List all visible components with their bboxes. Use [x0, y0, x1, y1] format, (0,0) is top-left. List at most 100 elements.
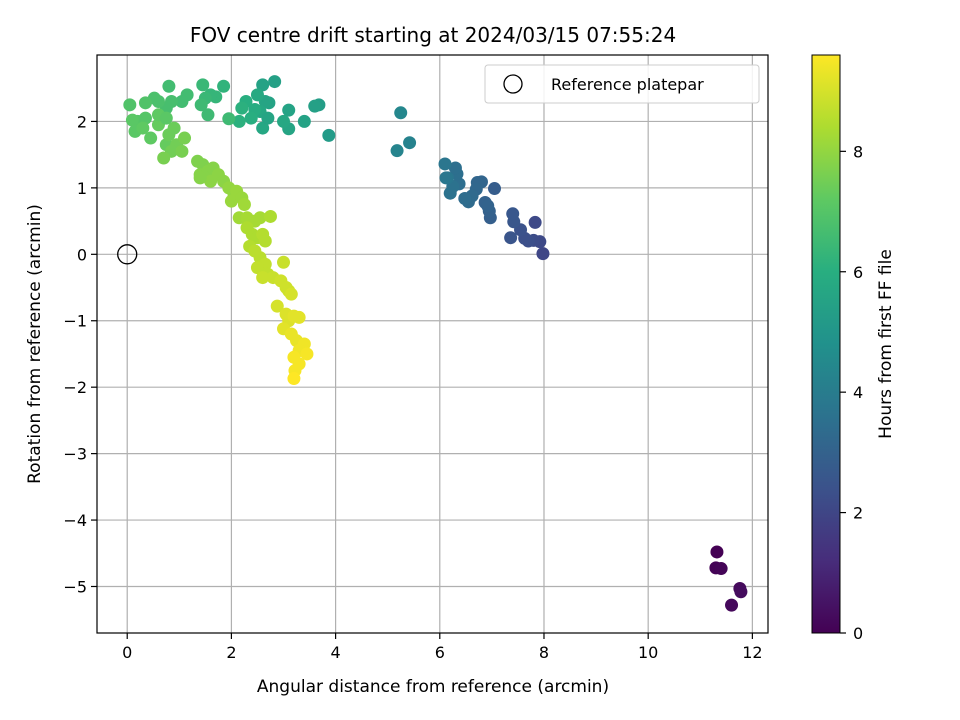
data-point [504, 231, 518, 245]
data-point [167, 121, 181, 135]
x-axis-label: Angular distance from reference (arcmin) [257, 677, 609, 697]
data-point [263, 209, 277, 223]
data-point [292, 310, 306, 324]
y-tick-label: −3 [63, 445, 87, 464]
data-point [194, 98, 208, 112]
data-point [297, 114, 311, 128]
data-point [224, 194, 238, 208]
data-point [250, 261, 264, 275]
data-point [270, 299, 284, 313]
y-axis: 2 1 0 −1 −2 −3 −4 −5 [63, 112, 97, 596]
data-point [277, 255, 291, 269]
data-points [117, 75, 748, 612]
data-point [201, 108, 215, 122]
data-point [250, 88, 264, 102]
data-point [196, 78, 210, 92]
reference-point-marker [117, 244, 138, 265]
data-point [136, 121, 150, 135]
data-point [125, 113, 139, 127]
x-axis: 0 2 4 6 8 10 12 [122, 633, 763, 662]
data-point [725, 598, 739, 612]
colorbar-tick-label: 4 [853, 383, 863, 402]
data-point [322, 128, 336, 142]
y-tick-label: 2 [77, 112, 87, 131]
data-point [308, 99, 322, 113]
data-point [536, 247, 550, 261]
data-point [235, 101, 249, 115]
data-point [268, 75, 282, 89]
x-tick-label: 6 [435, 643, 445, 662]
data-point [714, 562, 728, 576]
data-point [481, 199, 495, 213]
data-point [256, 121, 270, 135]
y-tick-label: −2 [63, 378, 87, 397]
colorbar-tick-label: 8 [853, 142, 863, 161]
data-point [204, 174, 218, 188]
chart-title: FOV centre drift starting at 2024/03/15 … [190, 23, 676, 47]
data-point [175, 144, 189, 158]
legend-marker-hollow-circle [503, 74, 523, 94]
data-point [394, 106, 408, 120]
data-point [175, 95, 189, 109]
data-point [282, 103, 296, 117]
x-tick-label: 8 [539, 643, 549, 662]
data-point [157, 151, 171, 165]
plot-area-frame [96, 54, 769, 634]
data-point [284, 287, 298, 301]
data-point [734, 585, 748, 599]
colorbar-tick-label: 0 [853, 624, 863, 643]
gridlines [97, 55, 768, 633]
data-point [287, 372, 301, 386]
data-point [487, 182, 501, 196]
colorbar-gradient [811, 54, 841, 634]
data-point [258, 234, 272, 248]
data-point [448, 161, 462, 175]
y-axis-label: Rotation from reference (arcmin) [25, 204, 45, 484]
data-point [443, 186, 457, 200]
data-point [138, 96, 152, 110]
colorbar: 0 2 4 6 8 Hours from first FF file [811, 54, 896, 643]
x-tick-label: 2 [226, 643, 236, 662]
data-point [458, 192, 472, 206]
data-point [439, 171, 453, 185]
data-point [159, 111, 173, 125]
data-point [237, 197, 251, 211]
y-tick-label: −5 [63, 577, 87, 596]
legend: Reference platepar [484, 64, 760, 104]
data-point [390, 144, 404, 158]
data-point [528, 215, 542, 229]
colorbar-label: Hours from first FF file [876, 249, 896, 439]
y-tick-label: −4 [63, 511, 87, 530]
colorbar-tick-label: 2 [853, 504, 863, 523]
data-point [300, 347, 314, 361]
data-point [123, 98, 137, 112]
data-point [222, 112, 236, 126]
y-tick-label: 0 [77, 245, 87, 264]
legend-frame [484, 64, 760, 104]
colorbar-tick-label: 6 [853, 263, 863, 282]
data-point [162, 79, 176, 93]
x-tick-label: 12 [742, 643, 762, 662]
legend-label: Reference platepar [551, 75, 704, 94]
x-tick-label: 4 [331, 643, 341, 662]
data-point [232, 114, 246, 128]
data-point [710, 545, 724, 559]
data-point [403, 136, 417, 150]
data-point [277, 114, 291, 128]
x-tick-label: 0 [122, 643, 132, 662]
data-point [244, 111, 258, 125]
data-point [144, 131, 158, 145]
data-point [506, 207, 520, 221]
data-point [253, 211, 267, 225]
data-point [261, 111, 275, 125]
x-tick-label: 10 [638, 643, 658, 662]
data-point [178, 131, 192, 145]
data-point [217, 79, 231, 93]
data-point [193, 171, 207, 185]
colorbar-ticks: 0 2 4 6 8 [840, 142, 863, 643]
data-point [438, 157, 452, 171]
data-point [256, 78, 270, 92]
y-tick-label: −1 [63, 312, 87, 331]
y-tick-label: 1 [77, 179, 87, 198]
